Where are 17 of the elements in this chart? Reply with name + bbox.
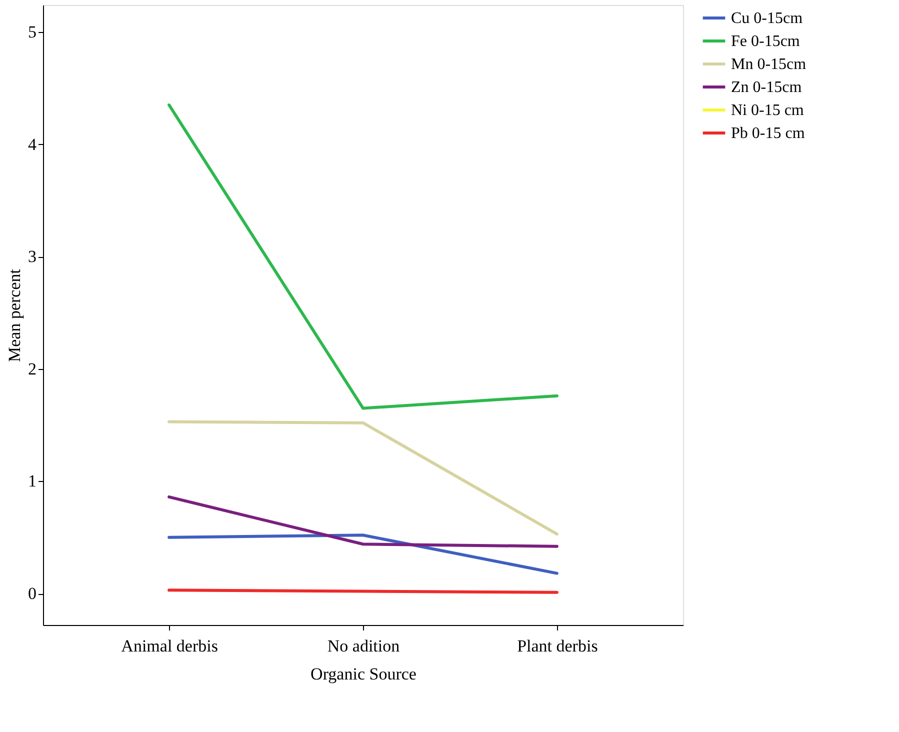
x-axis-title: Organic Source <box>310 664 416 684</box>
legend-label: Ni 0-15 cm <box>731 102 804 119</box>
legend-label: Fe 0-15cm <box>731 33 800 50</box>
x-tick-label: No adition <box>327 636 400 656</box>
legend-label: Zn 0-15cm <box>731 79 802 96</box>
y-axis-title: Mean percent <box>5 268 24 362</box>
y-tick-label: 1 <box>28 472 36 491</box>
legend-label: Pb 0-15 cm <box>731 125 806 142</box>
legend-label: Cu 0-15cm <box>731 10 804 27</box>
y-tick-label: 3 <box>28 247 36 266</box>
y-tick-label: 5 <box>28 22 36 42</box>
y-tick-label: 0 <box>28 584 36 604</box>
legend-label: Mn 0-15cm <box>731 56 807 73</box>
x-tick-label: Animal derbis <box>121 636 218 656</box>
y-tick-label: 2 <box>28 359 36 378</box>
y-tick-label: 4 <box>28 134 37 154</box>
x-tick-label: Plant derbis <box>517 636 598 656</box>
